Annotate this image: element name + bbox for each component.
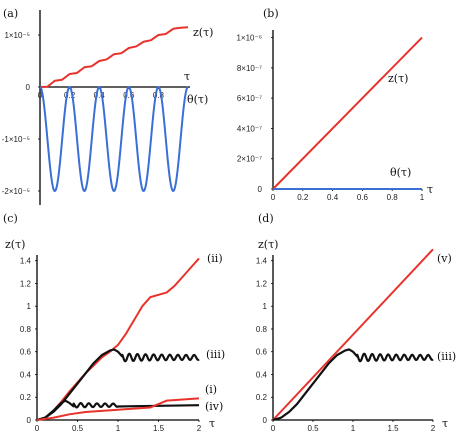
panel-d-ytick-label: 0 — [263, 416, 268, 425]
panel-b-xtick-label: 0.2 — [297, 193, 309, 202]
panel-d-xtick-label: 1.5 — [387, 424, 399, 433]
panel-a-series-1-line — [39, 26, 189, 88]
panel-c-series-3-line — [36, 399, 200, 422]
panel-d-ytick-label: 1 — [263, 302, 268, 311]
panel-a-xtick-label: 0.4 — [94, 91, 106, 100]
panel-c-label: (c) — [3, 212, 18, 225]
panel-a-ytick-label: -1×10⁻⁵ — [2, 135, 30, 144]
panel-d-series-2-name: (iii) — [437, 350, 456, 363]
panel-c-xtick-label: 1 — [116, 424, 121, 433]
panel-c-series-2-name: (iii) — [206, 348, 225, 361]
panel-c-xtick-label: 2 — [197, 424, 202, 433]
panel-b-x-axis-label: τ — [427, 183, 433, 196]
panel-c-ytick-label: 1.4 — [20, 257, 32, 266]
panel-c-series-2-line — [36, 348, 200, 422]
panel-a-xtick-label: 0 — [38, 91, 43, 100]
panel-c-series-1-line — [36, 257, 200, 421]
panel-b-xtick-label: 0.6 — [357, 193, 369, 202]
panel-d-xtick-label: 1 — [351, 424, 356, 433]
panel-a-series-1-name: z(τ) — [193, 26, 213, 39]
panel-c-ytick-label: 0.8 — [20, 325, 32, 334]
panel-d-series-2-line — [272, 348, 434, 422]
panel-b-ytick-label: 4×10⁻⁷ — [237, 124, 262, 133]
panel-a-label: (a) — [3, 7, 18, 20]
panel-d-xtick-label: 0.5 — [307, 424, 319, 433]
panel-b-xtick-label: 0.8 — [387, 193, 399, 202]
panel-b-series-2-name: θ(τ) — [390, 166, 411, 179]
panel-b-label: (b) — [263, 7, 279, 20]
panel-b-series-1-name: z(τ) — [388, 72, 408, 85]
panel-c-y-axis-label: z(τ) — [5, 238, 25, 251]
panel-b-series-1-line — [272, 36, 423, 190]
panel-c-ytick-label: 0.6 — [20, 348, 32, 357]
panel-c-xtick-label: 1.5 — [153, 424, 165, 433]
panel-a-xtick-label: 0.6 — [123, 91, 135, 100]
panel-b-xtick-label: 0 — [271, 193, 276, 202]
panel-d-ytick-label: 0.4 — [256, 370, 268, 379]
panel-a-ytick-label: -2×10⁻⁵ — [2, 187, 30, 196]
panel-c-ytick-label: 1 — [27, 302, 32, 311]
panel-b-ytick-label: 8×10⁻⁷ — [237, 64, 262, 73]
panel-c-series-1-name: (ii) — [207, 252, 223, 265]
panel-c-ytick-label: 1.2 — [20, 279, 32, 288]
panel-b-xtick-label: 0.4 — [327, 193, 339, 202]
panel-a-series-2-line — [39, 86, 189, 192]
panel-d-x-axis-label: τ — [442, 417, 448, 430]
panel-d-ytick-label: 0.8 — [256, 325, 268, 334]
panel-a-series-2-name: θ(τ) — [187, 93, 208, 106]
panel-a-xtick-label: 0.2 — [64, 91, 76, 100]
panel-b-ytick-label: 0 — [258, 185, 263, 194]
panel-c-x-axis-label: τ — [209, 417, 215, 430]
panel-c-ytick-label: 0.2 — [20, 393, 32, 402]
panel-b-ytick-label: 1×10⁻⁶ — [236, 34, 262, 43]
panel-d-ytick-label: 1.4 — [256, 257, 268, 266]
panel-c-xtick-label: 0.5 — [72, 424, 84, 433]
panel-d-xtick-label: 2 — [431, 424, 436, 433]
panel-d-ytick-label: 1.2 — [256, 279, 268, 288]
panel-d-y-axis-label: z(τ) — [258, 238, 278, 251]
panel-c-ytick-label: 0.4 — [20, 370, 32, 379]
panel-c-series-4-name: (i) — [205, 383, 217, 396]
panel-c-series-3-name: (iv) — [205, 400, 223, 413]
panel-c-series-4-line — [36, 397, 200, 421]
panel-a-ytick-label: 1×10⁻⁵ — [4, 31, 30, 40]
panel-a-x-axis-label: τ — [184, 70, 190, 83]
panel-d-ytick-label: 0.2 — [256, 393, 268, 402]
panel-d-series-1-line — [272, 248, 434, 421]
panel-d-ytick-label: 0.6 — [256, 348, 268, 357]
panel-d-xtick-label: 0 — [271, 424, 276, 433]
panel-a-xtick-label: 0.8 — [153, 91, 165, 100]
panel-b-ytick-label: 2×10⁻⁷ — [237, 155, 262, 164]
panel-c-ytick-label: 0 — [27, 416, 32, 425]
panel-b-ytick-label: 6×10⁻⁷ — [237, 94, 262, 103]
panel-a-ytick-label: 0 — [26, 83, 31, 92]
panel-b-xtick-label: 1 — [420, 193, 425, 202]
panel-d-series-1-name: (v) — [437, 252, 452, 265]
panel-d-label: (d) — [258, 212, 274, 225]
panel-c-xtick-label: 0 — [35, 424, 40, 433]
